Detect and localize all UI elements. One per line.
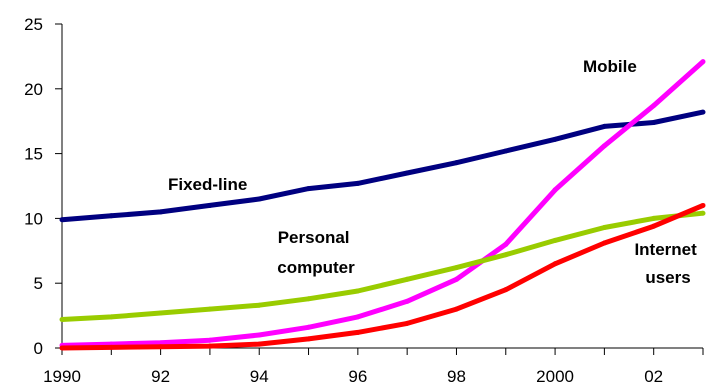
data-point-personal-computer — [651, 215, 657, 221]
data-point-internet-users — [256, 341, 262, 347]
data-point-personal-computer — [700, 210, 706, 216]
data-point-fixed-line — [207, 202, 213, 208]
y-axis-ticks: 0 5 10 15 20 25 — [24, 15, 62, 358]
data-point-personal-computer — [404, 276, 410, 282]
data-point-mobile — [207, 337, 213, 343]
data-point-mobile — [404, 298, 410, 304]
series-line-fixed-line — [61, 109, 704, 223]
x-axis: 1990 92 94 96 98 2000 02 — [43, 347, 704, 386]
x-tick-label: 2000 — [536, 367, 574, 386]
data-point-mobile — [306, 324, 312, 330]
data-point-fixed-line — [404, 170, 410, 176]
y-axis: 0 5 10 15 20 25 — [24, 15, 63, 358]
data-point-personal-computer — [256, 302, 262, 308]
data-point-mobile — [700, 59, 706, 65]
data-point-internet-users — [355, 329, 361, 335]
data-point-personal-computer — [601, 224, 607, 230]
data-point-internet-users — [306, 336, 312, 342]
data-point-internet-users — [552, 261, 558, 267]
data-point-fixed-line — [355, 180, 361, 186]
data-point-internet-users — [158, 344, 164, 350]
data-point-fixed-line — [306, 186, 312, 192]
series-line-mobile — [61, 59, 705, 348]
x-tick-label: 92 — [151, 367, 170, 386]
y-tick-label: 15 — [24, 145, 43, 164]
x-tick-label: 96 — [348, 367, 367, 386]
data-point-fixed-line — [651, 119, 657, 125]
data-point-personal-computer — [355, 288, 361, 294]
x-axis-ticks: 1990 92 94 96 98 2000 02 — [43, 348, 704, 386]
series-label-mobile-line-1: Mobile — [583, 57, 637, 76]
series-labels: Mobile Fixed-line Personal computer Inte… — [168, 57, 701, 287]
series-label-internet-users: Internet users — [634, 240, 701, 287]
y-tick-label: 5 — [34, 274, 43, 293]
data-point-fixed-line — [601, 123, 607, 129]
data-point-fixed-line — [59, 217, 65, 223]
data-point-mobile — [453, 276, 459, 282]
x-tick-label: 02 — [644, 367, 663, 386]
series-label-internet-users-line-2: users — [645, 268, 690, 287]
data-point-mobile — [503, 241, 509, 247]
series-line-personal-computer — [61, 210, 704, 322]
plot-series — [59, 59, 706, 351]
data-point-internet-users — [453, 306, 459, 312]
data-point-fixed-line — [552, 136, 558, 142]
data-point-mobile — [552, 187, 558, 193]
x-tick-label: 94 — [250, 367, 269, 386]
data-point-personal-computer — [158, 310, 164, 316]
series-label-personal-computer-line-2: computer — [277, 258, 355, 277]
data-point-personal-computer — [108, 314, 114, 320]
series-line-internet-users — [61, 203, 704, 351]
series-label-mobile: Mobile — [583, 57, 637, 76]
data-point-internet-users — [59, 345, 65, 351]
data-point-fixed-line — [256, 196, 262, 202]
data-point-fixed-line — [108, 213, 114, 219]
y-tick-label: 20 — [24, 80, 43, 99]
series-label-fixed-line: Fixed-line — [168, 175, 247, 194]
data-point-fixed-line — [700, 109, 706, 115]
y-tick-label: 10 — [24, 209, 43, 228]
data-point-mobile — [651, 103, 657, 109]
y-tick-label: 0 — [34, 339, 43, 358]
data-point-personal-computer — [503, 252, 509, 258]
data-point-internet-users — [601, 240, 607, 246]
series-label-personal-computer: Personal computer — [277, 228, 355, 277]
series-label-internet-users-line-1: Internet — [634, 240, 697, 259]
data-point-mobile — [158, 340, 164, 346]
data-point-personal-computer — [59, 316, 65, 322]
data-point-internet-users — [207, 343, 213, 349]
data-point-personal-computer — [207, 306, 213, 312]
data-point-internet-users — [503, 287, 509, 293]
data-point-internet-users — [700, 202, 706, 208]
data-point-fixed-line — [503, 148, 509, 154]
data-point-fixed-line — [158, 209, 164, 215]
data-point-internet-users — [404, 320, 410, 326]
series-label-fixed-line-line-1: Fixed-line — [168, 175, 247, 194]
x-tick-label: 98 — [447, 367, 466, 386]
data-point-personal-computer — [552, 237, 558, 243]
data-point-internet-users — [651, 223, 657, 229]
x-tick-label: 1990 — [43, 367, 81, 386]
data-point-mobile — [601, 143, 607, 149]
data-point-mobile — [355, 314, 361, 320]
data-point-fixed-line — [453, 160, 459, 166]
data-point-internet-users — [108, 344, 114, 350]
y-tick-label: 25 — [24, 15, 43, 34]
series-label-personal-computer-line-1: Personal — [278, 228, 350, 247]
data-point-personal-computer — [453, 265, 459, 271]
data-point-mobile — [256, 332, 262, 338]
data-point-personal-computer — [306, 296, 312, 302]
